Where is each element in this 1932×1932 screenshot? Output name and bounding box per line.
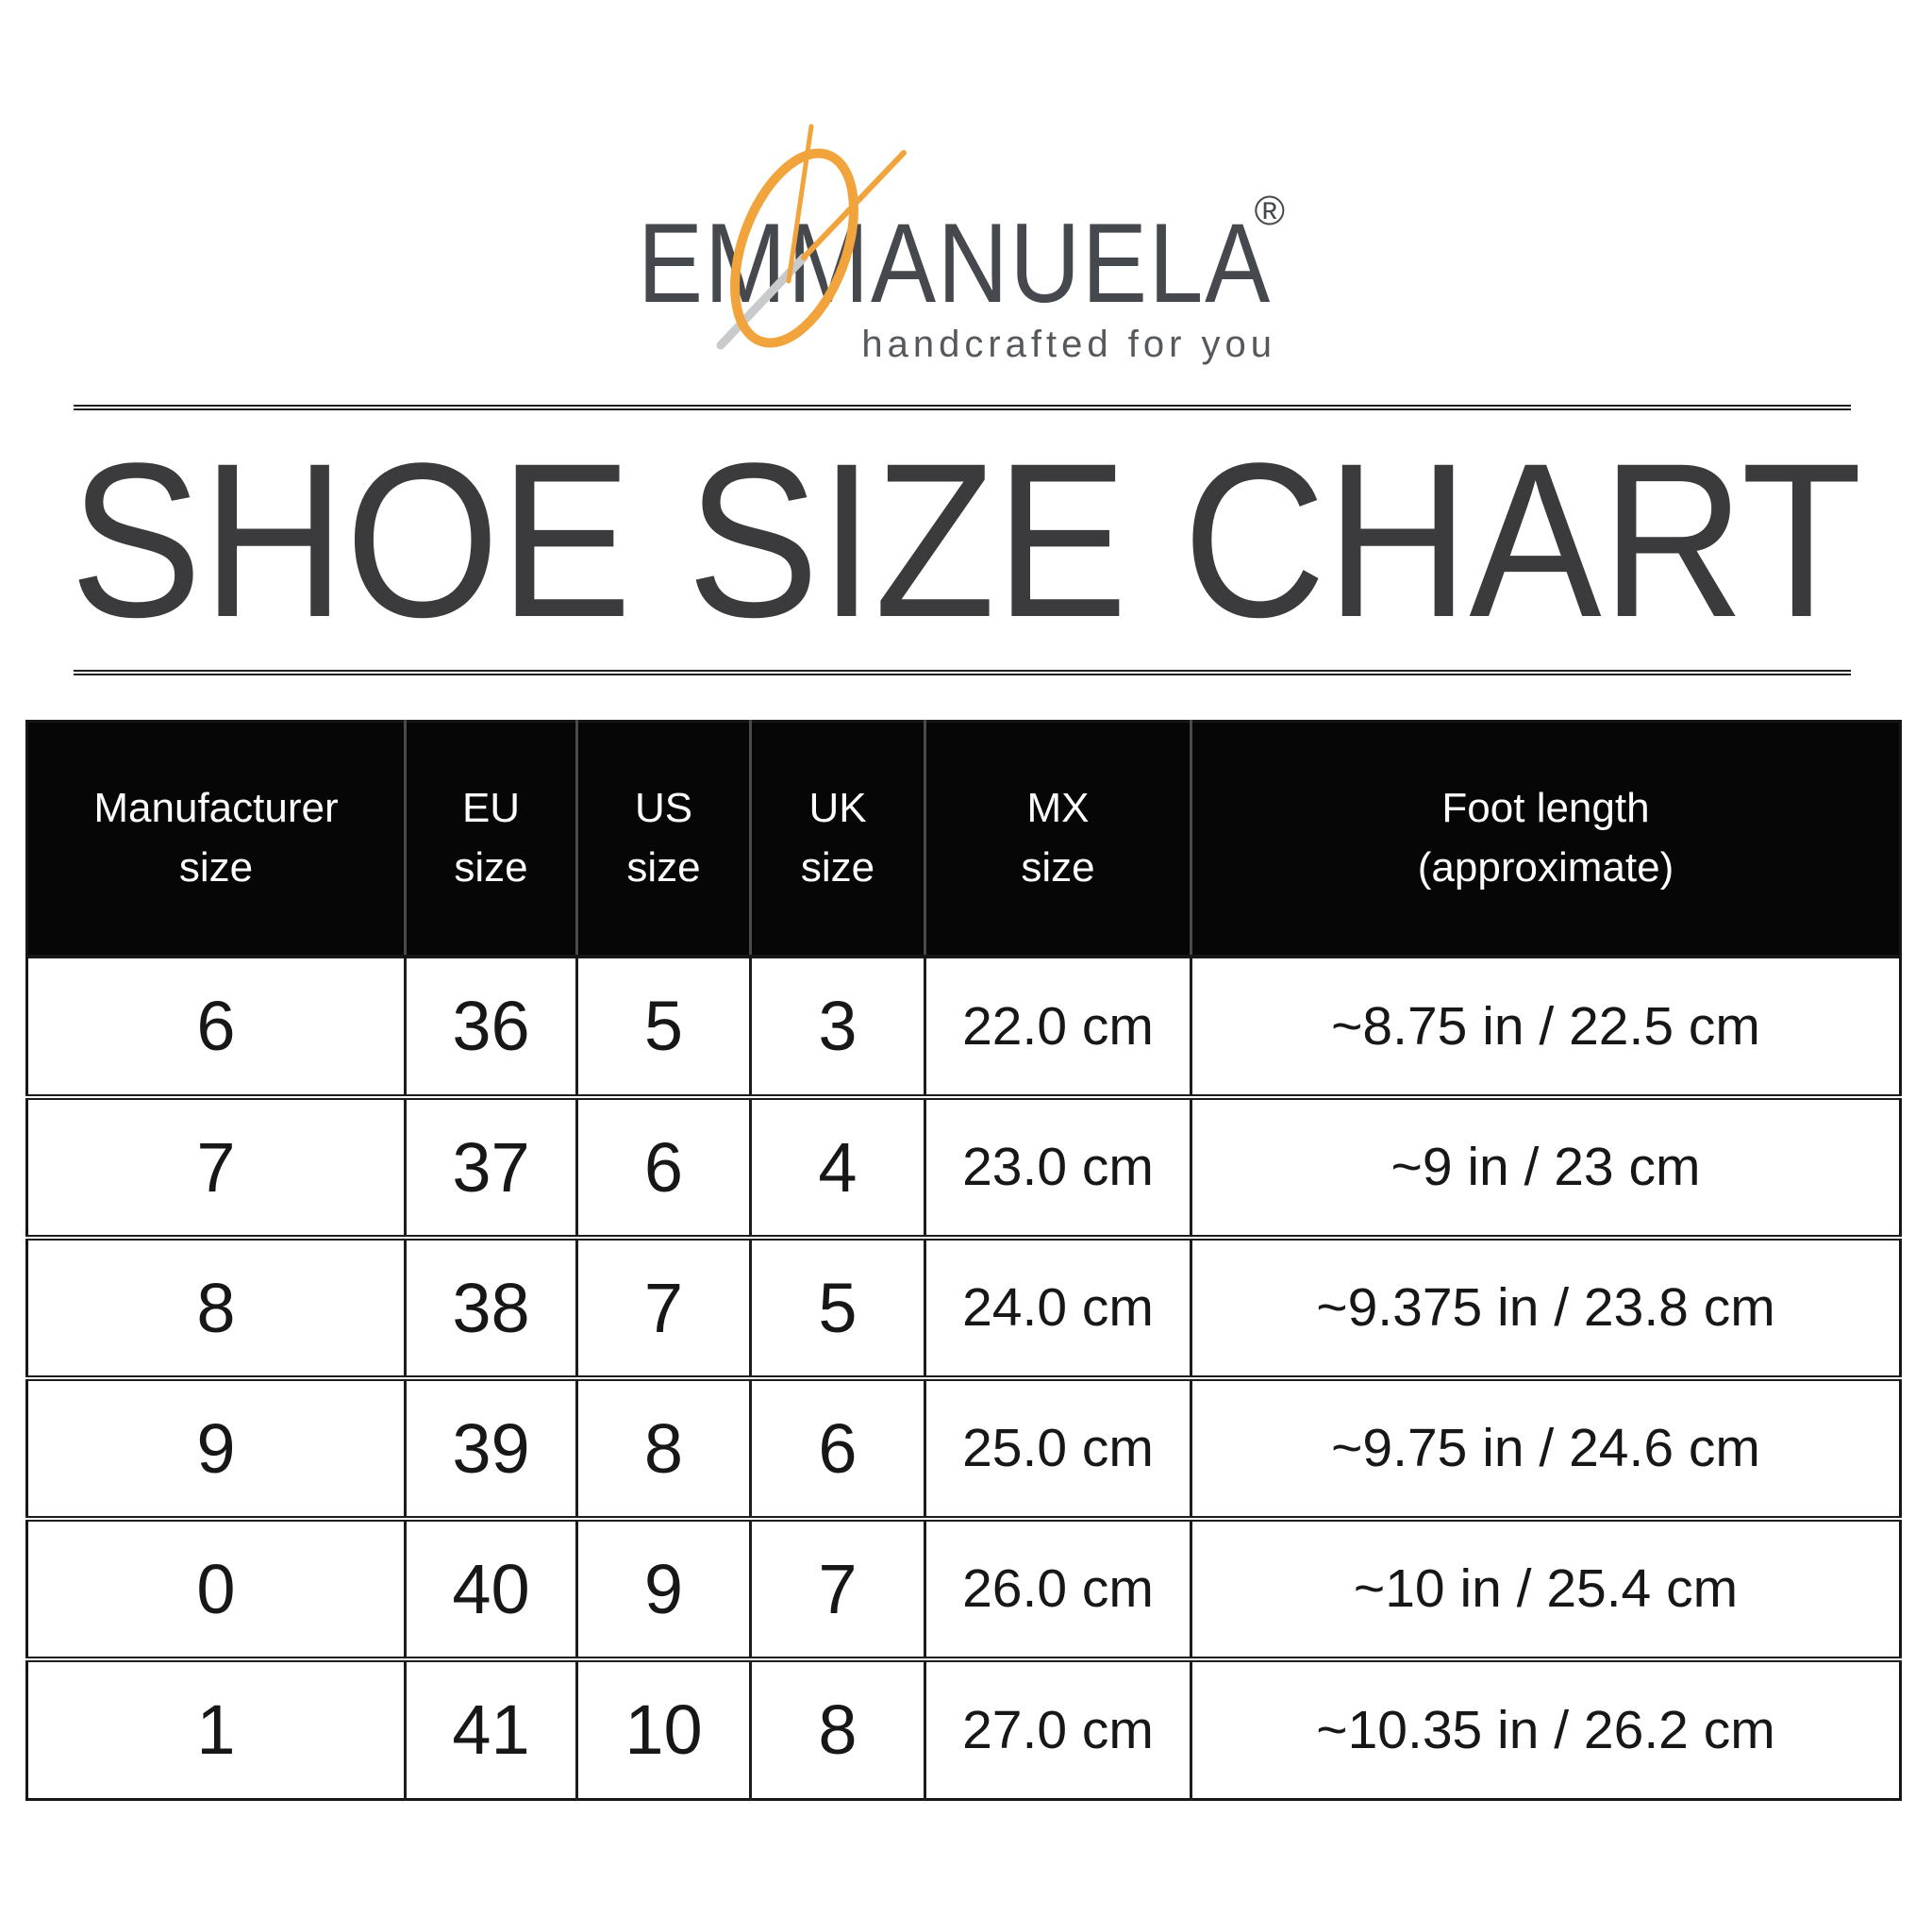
cell-uk: 7 [750, 1515, 926, 1659]
header-text: UK [808, 785, 867, 832]
cell-foot-length: ~8.75 in / 22.5 cm [1191, 956, 1901, 1097]
cell-mx: 23.0 cm [924, 1093, 1192, 1238]
cell-us: 9 [576, 1515, 752, 1659]
cell-mx: 26.0 cm [924, 1515, 1192, 1659]
registered-mark: ® [1255, 188, 1285, 234]
cell-uk: 8 [750, 1656, 926, 1800]
header-text: Manufacturer [93, 785, 339, 832]
brand-logo: EMMANUELA ® handcrafted for you [638, 124, 1285, 365]
col-header-mx-size: MX size [924, 721, 1192, 958]
header-text: size [454, 843, 528, 891]
table-row: 6 36 5 3 22.0 cm ~8.75 in / 22.5 cm [26, 956, 1901, 1097]
header-text: size [178, 843, 254, 891]
cell-uk: 6 [750, 1374, 926, 1519]
needle-sparkle-icon [786, 124, 814, 284]
col-header-eu-size: EU size [405, 721, 578, 958]
needle-sparkle-icon [801, 150, 907, 260]
cell-us: 10 [576, 1656, 752, 1800]
header-text: size [626, 843, 701, 891]
page-title-graphic: SHOE SIZE CHART [70, 418, 1862, 663]
cell-manufacturer: 1 [26, 1656, 407, 1800]
cell-foot-length: ~9 in / 23 cm [1191, 1093, 1901, 1238]
cell-eu: 40 [405, 1515, 578, 1659]
cell-foot-length: ~10 in / 25.4 cm [1191, 1515, 1901, 1659]
cell-us: 8 [576, 1374, 752, 1519]
brand-wordmark: EMMANUELA [638, 200, 1272, 326]
header-text: size [800, 843, 875, 891]
cell-foot-length: ~9.375 in / 23.8 cm [1191, 1234, 1901, 1378]
shoe-size-table: Manufacturer size EU size US size UK siz… [25, 720, 1902, 1801]
header-text: MX [1026, 785, 1090, 832]
cell-eu: 38 [405, 1234, 578, 1378]
cell-uk: 4 [750, 1093, 926, 1238]
col-header-foot-length: Foot length (approximate) [1191, 721, 1901, 958]
cell-manufacturer: 9 [26, 1374, 407, 1519]
col-header-us-size: US size [576, 721, 752, 958]
col-header-manufacturer-size: Manufacturer size [26, 721, 407, 958]
cell-eu: 41 [405, 1656, 578, 1800]
table-row: 9 39 8 6 25.0 cm ~9.75 in / 24.6 cm [26, 1374, 1901, 1519]
cell-manufacturer: 7 [26, 1093, 407, 1238]
header-text: (approximate) [1417, 843, 1674, 891]
header-text: size [1021, 843, 1095, 891]
cell-uk: 3 [750, 956, 926, 1097]
header-row: Manufacturer size EU size US size UK siz… [26, 721, 1901, 958]
cell-us: 7 [576, 1234, 752, 1378]
cell-us: 5 [576, 956, 752, 1097]
header-text: EU [461, 785, 521, 832]
header-text: US [634, 785, 693, 832]
cell-foot-length: ~9.75 in / 24.6 cm [1191, 1374, 1901, 1519]
cell-manufacturer: 8 [26, 1234, 407, 1378]
cell-mx: 24.0 cm [924, 1234, 1192, 1378]
brand-tagline: handcrafted for you [861, 324, 1276, 365]
cell-uk: 5 [750, 1234, 926, 1378]
cell-manufacturer: 6 [26, 956, 407, 1097]
title-rule-top [74, 405, 1851, 410]
cell-foot-length: ~10.35 in / 26.2 cm [1191, 1656, 1901, 1800]
cell-eu: 39 [405, 1374, 578, 1519]
title-rule-bottom [74, 670, 1851, 675]
thread-loop-icon [730, 148, 858, 348]
cell-eu: 36 [405, 956, 578, 1097]
table-row: 7 37 6 4 23.0 cm ~9 in / 23 cm [26, 1093, 1901, 1238]
cell-eu: 37 [405, 1093, 578, 1238]
col-header-uk-size: UK size [750, 721, 926, 958]
cell-us: 6 [576, 1093, 752, 1238]
cell-mx: 27.0 cm [924, 1656, 1192, 1800]
cell-mx: 25.0 cm [924, 1374, 1192, 1519]
table-row: 1 41 10 8 27.0 cm ~10.35 in / 26.2 cm [26, 1656, 1901, 1800]
table-row: 0 40 9 7 26.0 cm ~10 in / 25.4 cm [26, 1515, 1901, 1659]
cell-manufacturer: 0 [26, 1515, 407, 1659]
page-title: SHOE SIZE CHART [70, 418, 1862, 663]
cell-mx: 22.0 cm [924, 956, 1192, 1097]
table-row: 8 38 7 5 24.0 cm ~9.375 in / 23.8 cm [26, 1234, 1901, 1378]
header-text: Foot length [1441, 785, 1650, 832]
